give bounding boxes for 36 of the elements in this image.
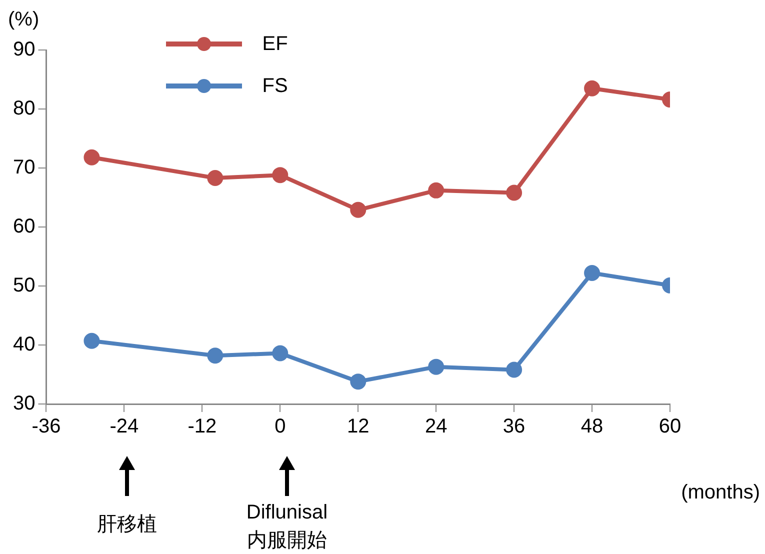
point bbox=[428, 358, 444, 375]
text: 肝移植 bbox=[97, 514, 157, 536]
y-tick-label: 30 bbox=[12, 392, 36, 415]
x-tick-label: 60 bbox=[658, 416, 682, 438]
y-tick-label: 40 bbox=[12, 334, 36, 356]
y-tick-label: 90 bbox=[12, 38, 36, 61]
point bbox=[584, 80, 600, 96]
y-tick-label: 70 bbox=[12, 156, 36, 179]
x-axis-title: (months) bbox=[681, 482, 760, 504]
x-tick-label: 24 bbox=[424, 416, 448, 438]
point bbox=[272, 167, 288, 184]
point bbox=[506, 362, 522, 378]
point bbox=[428, 182, 444, 198]
point bbox=[272, 345, 288, 362]
x-tick-label: -24 bbox=[110, 416, 139, 438]
x-tick-label: -36 bbox=[32, 416, 61, 438]
legend-label: EF bbox=[262, 32, 288, 56]
point bbox=[207, 170, 224, 186]
y-axis-title: (%) bbox=[8, 8, 40, 31]
text: Diflunisal 内服開始 bbox=[246, 502, 328, 552]
y-tick-label: 50 bbox=[12, 274, 36, 297]
legend-label: FS bbox=[262, 74, 288, 98]
x-tick-label: -12 bbox=[188, 416, 217, 438]
x-tick-label: 0 bbox=[274, 416, 286, 438]
x-tick-label: 48 bbox=[580, 416, 604, 438]
x-tick-label: 12 bbox=[347, 416, 370, 438]
point bbox=[84, 332, 100, 349]
x-tick-label: 36 bbox=[502, 416, 526, 438]
point bbox=[584, 265, 600, 282]
point bbox=[350, 374, 366, 390]
y-tick-label: 60 bbox=[12, 216, 36, 238]
point bbox=[350, 202, 366, 218]
y-tick-label: 80 bbox=[12, 98, 36, 120]
point bbox=[506, 184, 522, 201]
point bbox=[207, 348, 224, 364]
point bbox=[84, 149, 100, 166]
